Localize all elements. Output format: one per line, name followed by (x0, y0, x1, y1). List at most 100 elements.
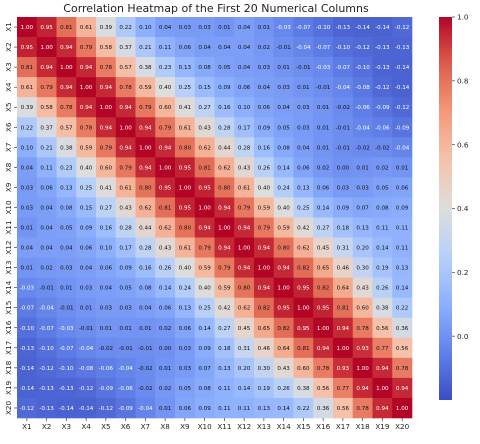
heatmap-cell (194, 337, 215, 359)
x-tick-label: X7 (141, 422, 151, 431)
heatmap-cell (214, 117, 235, 138)
cell-label: 0.05 (179, 386, 192, 392)
heatmap-cell (36, 37, 57, 58)
cell-label: 0.10 (238, 105, 251, 111)
cell-label: 0.03 (119, 306, 132, 312)
heatmap-cell (76, 317, 97, 339)
heatmap-cell (273, 57, 294, 78)
cell-label: 0.94 (376, 406, 389, 412)
cell-label: -0.14 (355, 25, 370, 31)
cell-label: 0.42 (218, 306, 230, 312)
cell-label: 1.00 (100, 105, 113, 111)
x-tick-label: X17 (336, 422, 350, 431)
cell-label: 0.45 (238, 326, 251, 332)
heatmap-cell (76, 377, 97, 399)
heatmap-cell (115, 357, 136, 379)
heatmap-cell (17, 217, 38, 238)
heatmap-cell (234, 357, 255, 379)
cell-label: 1.00 (238, 246, 251, 252)
heatmap-cell (313, 177, 334, 198)
cell-label: 0.14 (277, 406, 290, 412)
heatmap-cell (372, 137, 393, 158)
cell-label: -0.09 (375, 105, 390, 111)
heatmap-cell (76, 57, 97, 78)
cell-label: 0.95 (179, 205, 192, 211)
cell-label: 0.01 (21, 226, 34, 232)
heatmap-cell (214, 17, 235, 38)
heatmap-cells: 1.00 0.95 0.81 0.61 0.39 0.22 0.10 0.04 0.03 0.03… (17, 17, 413, 419)
cell-label: 0.03 (356, 185, 369, 191)
cell-label: -0.01 (118, 346, 133, 352)
cell-label: -0.10 (20, 326, 35, 332)
cell-label: -0.04 (79, 346, 94, 352)
cell-label: 0.80 (218, 185, 231, 191)
heatmap-cell (115, 77, 136, 98)
heatmap-cell (175, 397, 196, 419)
heatmap-cell (352, 317, 373, 339)
heatmap-cell (175, 277, 196, 298)
cell-label: 0.00 (159, 346, 172, 352)
heatmap-cell (313, 277, 334, 298)
heatmap-cell (254, 277, 275, 298)
heatmap-cell (155, 17, 176, 38)
cell-label: -0.06 (118, 386, 133, 392)
heatmap-cell (254, 357, 275, 379)
cell-label: 0.82 (277, 326, 289, 332)
cell-label: 0.13 (258, 406, 271, 412)
cell-label: 0.04 (80, 266, 93, 272)
cell-label: -0.01 (316, 85, 331, 91)
cell-label: 0.01 (21, 266, 34, 272)
cell-label: 1.00 (297, 306, 310, 312)
cell-label: 0.03 (337, 185, 350, 191)
cell-label: -0.10 (336, 45, 351, 51)
heatmap-cell (115, 137, 136, 158)
cell-label: 0.09 (218, 85, 231, 91)
heatmap-cell (96, 237, 117, 258)
cell-label: 0.64 (277, 346, 290, 352)
cell-label: 0.03 (258, 65, 271, 71)
heatmap-cell (17, 117, 38, 138)
cell-label: 0.02 (40, 266, 52, 272)
cell-label: 1.00 (198, 205, 211, 211)
cell-label: -0.01 (79, 326, 94, 332)
heatmap-cell (135, 137, 156, 158)
heatmap-cell (214, 277, 235, 298)
cell-label: 0.01 (396, 165, 409, 171)
cell-label: 0.61 (119, 185, 132, 191)
heatmap-cell (36, 177, 57, 198)
cell-label: -0.07 (59, 346, 74, 352)
heatmap-cell (36, 377, 57, 399)
cell-label: -0.08 (355, 85, 370, 91)
cell-label: 0.21 (139, 45, 152, 51)
heatmap-cell (333, 117, 354, 138)
heatmap-cell (234, 57, 255, 78)
heatmap-cell (214, 57, 235, 78)
cell-label: -0.04 (336, 85, 351, 91)
cell-label: 0.93 (356, 346, 369, 352)
colorbar-tick-label: 1.0 (457, 13, 469, 22)
heatmap-cell (293, 297, 314, 319)
cell-label: 0.01 (356, 165, 369, 171)
heatmap-cell (56, 57, 77, 78)
cell-label: 0.06 (159, 306, 172, 312)
heatmap-cell (76, 197, 97, 218)
heatmap-cell (333, 137, 354, 158)
cell-label: 0.94 (60, 85, 73, 91)
cell-label: 0.37 (40, 125, 53, 131)
cell-label: 0.94 (40, 65, 53, 71)
heatmap-cell (234, 177, 255, 198)
cell-label: 0.01 (317, 105, 330, 111)
cell-label: 0.20 (238, 366, 251, 372)
cell-label: 0.04 (21, 165, 34, 171)
heatmap-cell (234, 217, 255, 238)
heatmap-cell (96, 177, 117, 198)
heatmap-cell (352, 277, 373, 298)
cell-label: 0.80 (238, 286, 251, 292)
cell-label: -0.10 (59, 366, 74, 372)
cell-label: -0.01 (138, 346, 153, 352)
cell-label: -0.13 (39, 406, 54, 412)
cell-label: 0.94 (238, 226, 251, 232)
heatmap-cell (135, 17, 156, 38)
heatmap-cell (194, 17, 215, 38)
heatmap-cell (96, 77, 117, 98)
